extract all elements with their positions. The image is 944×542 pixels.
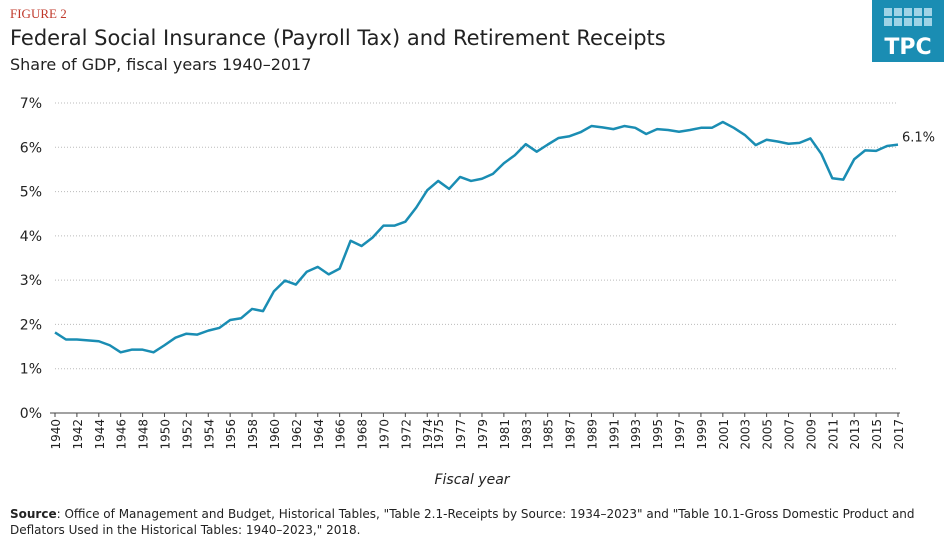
y-tick-label: 6%	[20, 140, 42, 156]
data-label: 6.1%	[902, 131, 935, 146]
x-tick-label: 2007	[783, 419, 797, 450]
x-tick-label: 2011	[826, 419, 840, 450]
y-tick-label: 4%	[20, 229, 42, 245]
x-tick-label: 1964	[312, 419, 326, 450]
x-tick-label: 2015	[870, 419, 884, 450]
y-tick-label: 0%	[20, 406, 42, 422]
y-tick-label: 7%	[20, 96, 42, 112]
x-tick-label: 1948	[137, 419, 151, 450]
x-tick-label: 2005	[761, 419, 775, 450]
x-tick-label: 1999	[695, 419, 709, 450]
logo-squares	[884, 8, 932, 26]
x-tick-label: 1987	[564, 419, 578, 450]
x-tick-label: 1974	[421, 419, 435, 450]
y-tick-label: 3%	[20, 273, 42, 289]
x-tick-label: 2009	[804, 419, 818, 450]
x-tick-label: 1960	[268, 419, 282, 450]
x-tick-label: 1950	[158, 419, 172, 450]
x-tick-label: 1946	[115, 419, 129, 450]
x-tick-label: 1954	[202, 419, 216, 450]
data-line	[54, 120, 899, 354]
chart-subtitle: Share of GDP, fiscal years 1940–2017	[10, 55, 311, 74]
y-tick-label: 5%	[20, 185, 42, 201]
y-tick-label: 1%	[20, 362, 42, 378]
x-tick-label: 1968	[356, 419, 370, 450]
x-tick-label: 2001	[717, 419, 731, 450]
x-tick-label: 1983	[520, 419, 534, 450]
x-tick-label: 1989	[585, 419, 599, 450]
source-text: : Office of Management and Budget, Histo…	[57, 507, 915, 521]
x-axis-title: Fiscal year	[434, 472, 510, 488]
x-tick-label: 1975	[432, 419, 446, 450]
x-tick-label: 1966	[334, 419, 348, 450]
x-tick-label: 1979	[476, 419, 490, 450]
x-tick-label: 2017	[892, 419, 906, 450]
x-tick-label: 1991	[607, 419, 621, 450]
x-tick-label: 1962	[290, 419, 304, 450]
x-tick-label: 1942	[71, 419, 85, 450]
x-tick-label: 1997	[673, 419, 687, 450]
logo-text: TPC	[884, 35, 931, 60]
x-tick-label: 1977	[454, 419, 468, 450]
x-tick-label: 1972	[399, 419, 413, 450]
y-tick-label: 2%	[20, 317, 42, 333]
x-tick-label: 1940	[49, 419, 63, 450]
chart-title: Federal Social Insurance (Payroll Tax) a…	[10, 26, 666, 50]
x-tick-label: 1985	[542, 419, 556, 450]
x-tick-label: 1958	[246, 419, 260, 450]
x-tick-label: 1952	[180, 419, 194, 450]
x-tick-label: 1995	[651, 419, 665, 450]
source: Source: Office of Management and Budget,…	[10, 507, 915, 521]
x-tick-label: 2003	[739, 419, 753, 450]
x-tick-label: 1956	[224, 419, 238, 450]
source-label: Source	[10, 507, 57, 521]
figure-label: FIGURE 2	[10, 6, 67, 21]
x-tick-label: 2013	[848, 419, 862, 450]
x-tick-label: 1981	[498, 419, 512, 450]
logo: TPC	[872, 0, 944, 62]
x-tick-label: 1993	[629, 419, 643, 450]
x-tick-label: 1970	[377, 419, 391, 450]
x-tick-label: 1944	[93, 419, 107, 450]
source-line-2: Deflators Used in the Historical Tables:…	[10, 523, 360, 537]
